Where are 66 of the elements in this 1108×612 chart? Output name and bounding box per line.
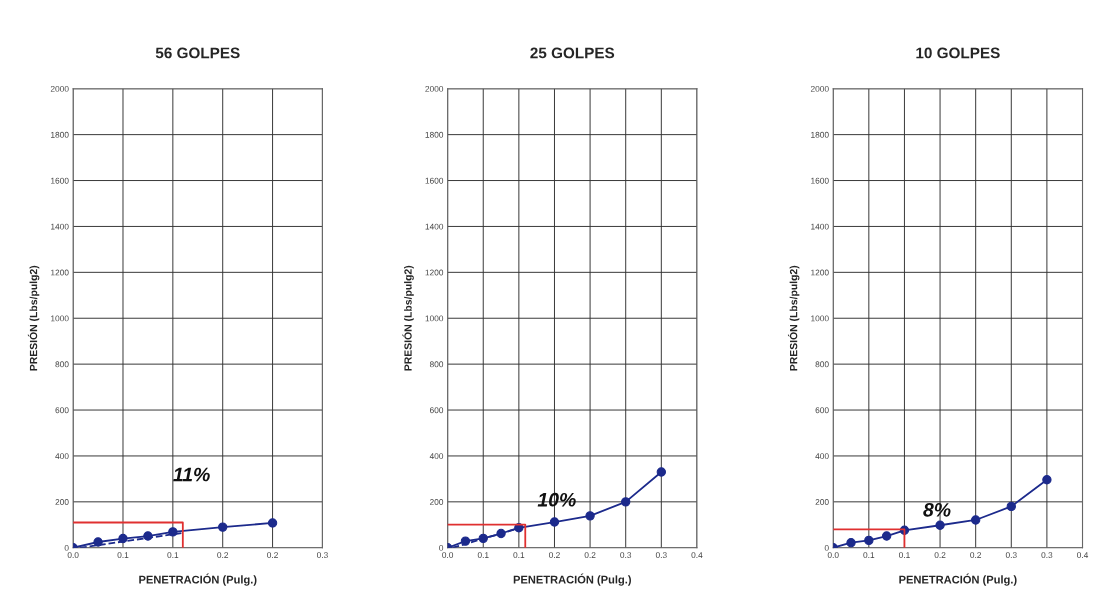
x-tick-label: 0.1 [863, 552, 875, 559]
y-axis-title: PRESIÓN (Lbs/pulg2) [27, 265, 40, 371]
x-tick-label: 0.1 [117, 552, 129, 559]
x-tick-label: 0.2 [549, 552, 560, 559]
chart-title: 10 GOLPES [916, 47, 1000, 59]
x-tick-label: 0.3 [1041, 552, 1053, 559]
y-tick-label: 800 [815, 361, 829, 368]
y-axis-title: PRESIÓN (Lbs/pulg2) [402, 265, 414, 371]
x-axis-title: PENETRACIÓN (Pulg.) [513, 573, 631, 586]
y-tick-label: 600 [429, 407, 444, 414]
y-tick-label: 1800 [811, 131, 829, 138]
y-tick-label: 600 [55, 407, 69, 414]
y-tick-label: 200 [429, 499, 444, 505]
x-tick-label: 0.1 [898, 552, 910, 559]
x-tick-label: 0.1 [477, 552, 489, 559]
y-tick-label: 0 [64, 544, 69, 551]
x-tick-label: 0.4 [691, 552, 703, 559]
y-tick-label: 400 [55, 453, 69, 460]
y-tick-label: 800 [55, 361, 69, 368]
chart-title: 25 GOLPES [530, 47, 615, 59]
x-tick-label: 0.2 [970, 552, 982, 559]
x-tick-label: 0.0 [827, 552, 839, 559]
y-tick-label: 0 [824, 544, 829, 551]
y-tick-label: 600 [815, 407, 829, 414]
y-tick-label: 1000 [51, 315, 69, 322]
x-axis-title: PENETRACIÓN (Pulg.) [899, 573, 1017, 586]
x-tick-label: 0.3 [620, 552, 632, 559]
x-tick-label: 0.3 [655, 552, 667, 559]
chart-title: 56 GOLPES [155, 47, 240, 59]
y-tick-label: 1800 [425, 131, 444, 138]
x-tick-label: 0.2 [584, 552, 596, 559]
x-tick-label: 0.3 [1005, 552, 1017, 559]
y-tick-label: 1200 [51, 269, 69, 276]
x-tick-label: 0.1 [513, 552, 525, 559]
x-tick-label: 0.0 [442, 552, 454, 559]
y-tick-label: 400 [815, 453, 829, 460]
x-tick-label: 0.2 [934, 552, 946, 559]
y-tick-label: 1000 [811, 315, 829, 322]
y-tick-label: 1400 [425, 223, 444, 230]
x-tick-label: 0.0 [67, 552, 79, 559]
x-tick-label: 0.4 [1077, 552, 1089, 559]
y-tick-label: 800 [429, 361, 444, 368]
y-tick-label: 200 [815, 499, 829, 505]
x-tick-label: 0.2 [267, 552, 278, 559]
y-tick-label: 1200 [811, 269, 829, 276]
y-tick-label: 1400 [51, 223, 69, 230]
y-tick-label: 1200 [425, 269, 444, 276]
x-tick-label: 0.2 [217, 552, 229, 559]
x-tick-label: 0.1 [167, 552, 179, 559]
y-tick-label: 400 [429, 453, 444, 460]
y-axis-title: PRESIÓN (Lbs/pulg2) [787, 265, 800, 371]
y-tick-label: 1600 [425, 177, 444, 184]
y-tick-label: 1800 [51, 131, 69, 138]
y-tick-label: 1000 [425, 315, 444, 322]
y-tick-label: 1400 [811, 223, 829, 230]
y-tick-label: 1600 [51, 177, 69, 184]
x-axis-title: PENETRACIÓN (Pulg.) [139, 573, 257, 586]
x-tick-label: 0.3 [316, 552, 328, 559]
y-tick-label: 1600 [811, 177, 829, 184]
y-tick-label: 2000 [425, 85, 444, 92]
y-tick-label: 2000 [50, 85, 69, 92]
annotation: 8% [923, 502, 951, 517]
annotation: 11% [173, 467, 210, 482]
y-tick-label: 0 [439, 544, 444, 551]
y-tick-label: 200 [55, 499, 69, 505]
y-tick-label: 2000 [810, 85, 829, 92]
